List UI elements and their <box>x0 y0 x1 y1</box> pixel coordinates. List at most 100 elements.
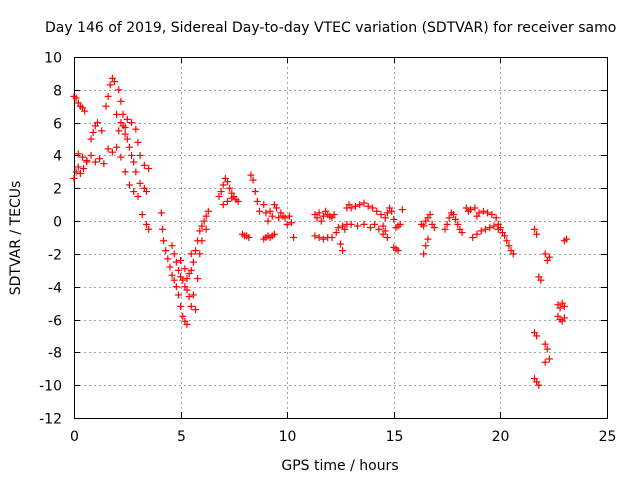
data-point <box>251 188 259 196</box>
y-tick-label: -2 <box>48 248 62 264</box>
data-point <box>108 148 116 156</box>
data-point <box>119 110 127 118</box>
data-point <box>396 220 404 228</box>
data-point <box>130 188 138 196</box>
data-point <box>81 107 89 115</box>
data-point <box>420 222 428 230</box>
data-point <box>328 234 336 241</box>
data-point <box>198 222 206 230</box>
data-point <box>339 247 347 255</box>
data-point <box>562 235 570 243</box>
data-point <box>339 222 347 230</box>
data-point <box>183 275 191 283</box>
data-point <box>170 250 178 258</box>
data-point <box>541 250 549 258</box>
data-point <box>100 160 108 168</box>
x-tick-label: 25 <box>599 429 617 445</box>
data-point <box>145 165 153 173</box>
data-point <box>556 304 564 312</box>
data-point <box>142 220 150 228</box>
data-point <box>168 271 176 279</box>
data-point <box>420 250 428 258</box>
data-point <box>179 312 187 320</box>
data-point <box>535 381 543 389</box>
data-point <box>72 94 80 102</box>
data-point <box>79 153 87 161</box>
data-point <box>174 266 182 274</box>
x-tick-label: 0 <box>70 429 79 445</box>
data-point <box>181 265 189 273</box>
data-point <box>270 230 278 238</box>
data-point <box>217 188 225 196</box>
data-point <box>132 168 140 176</box>
data-point <box>219 181 227 189</box>
data-point <box>196 250 204 258</box>
data-point <box>172 258 180 266</box>
data-point <box>74 163 82 171</box>
data-point <box>430 224 438 232</box>
data-point <box>224 197 232 205</box>
data-point <box>226 184 234 192</box>
data-point <box>115 127 123 135</box>
data-point <box>170 276 178 284</box>
data-point <box>104 92 112 100</box>
data-point <box>123 135 131 143</box>
data-point <box>160 237 168 245</box>
data-point <box>501 232 509 240</box>
data-point <box>200 217 208 225</box>
x-tick-label: 15 <box>386 429 404 445</box>
data-point <box>138 211 146 219</box>
data-point <box>484 209 492 217</box>
data-point <box>187 250 195 258</box>
x-tick-label: 5 <box>177 429 186 445</box>
y-tick-label: 8 <box>53 84 62 100</box>
data-point <box>533 332 541 340</box>
data-point <box>87 151 95 159</box>
data-point <box>443 220 451 228</box>
data-point <box>219 201 227 209</box>
data-point <box>426 211 434 219</box>
data-point <box>377 211 385 219</box>
chart-title: Day 146 of 2019, Sidereal Day-to-day VTE… <box>45 20 616 36</box>
data-point <box>87 135 95 143</box>
data-point <box>183 320 191 328</box>
data-point <box>185 293 193 301</box>
data-point <box>360 199 368 207</box>
y-axis-label: SDTVAR / TECUs <box>8 181 24 296</box>
data-point <box>89 128 97 136</box>
y-tick-label: 4 <box>53 149 62 165</box>
y-tick-label: -8 <box>48 346 62 362</box>
data-point <box>537 276 545 284</box>
data-point <box>166 263 174 271</box>
data-point <box>132 125 140 133</box>
y-tick-label: 2 <box>53 182 62 198</box>
axis-ticks: 0 5 10 15 20 25 -12 -10 -8 -6 -4 -2 0 2 4 6 8 10 <box>39 51 616 446</box>
plot-frame <box>74 57 608 419</box>
data-point <box>366 224 374 232</box>
data-point <box>394 247 402 255</box>
data-point <box>168 242 176 250</box>
data-point <box>398 206 406 214</box>
data-point <box>492 214 500 222</box>
data-point <box>469 234 477 241</box>
data-point <box>311 232 319 240</box>
data-point <box>106 81 114 89</box>
data-point <box>74 150 82 158</box>
data-point <box>545 253 553 261</box>
data-point <box>383 209 391 217</box>
data-point <box>96 155 104 163</box>
y-tick-label: 0 <box>53 215 62 231</box>
data-point <box>319 212 327 220</box>
y-tick-label: -12 <box>39 412 62 428</box>
data-point <box>128 151 136 159</box>
data-point <box>215 192 223 200</box>
data-point <box>273 204 281 212</box>
data-point <box>117 97 125 105</box>
data-point <box>93 119 101 127</box>
x-axis-label: GPS time / hours <box>281 458 398 474</box>
data-point <box>264 217 272 225</box>
data-point <box>121 130 129 138</box>
data-point <box>177 256 185 264</box>
data-point <box>496 224 504 232</box>
data-point <box>381 227 389 235</box>
